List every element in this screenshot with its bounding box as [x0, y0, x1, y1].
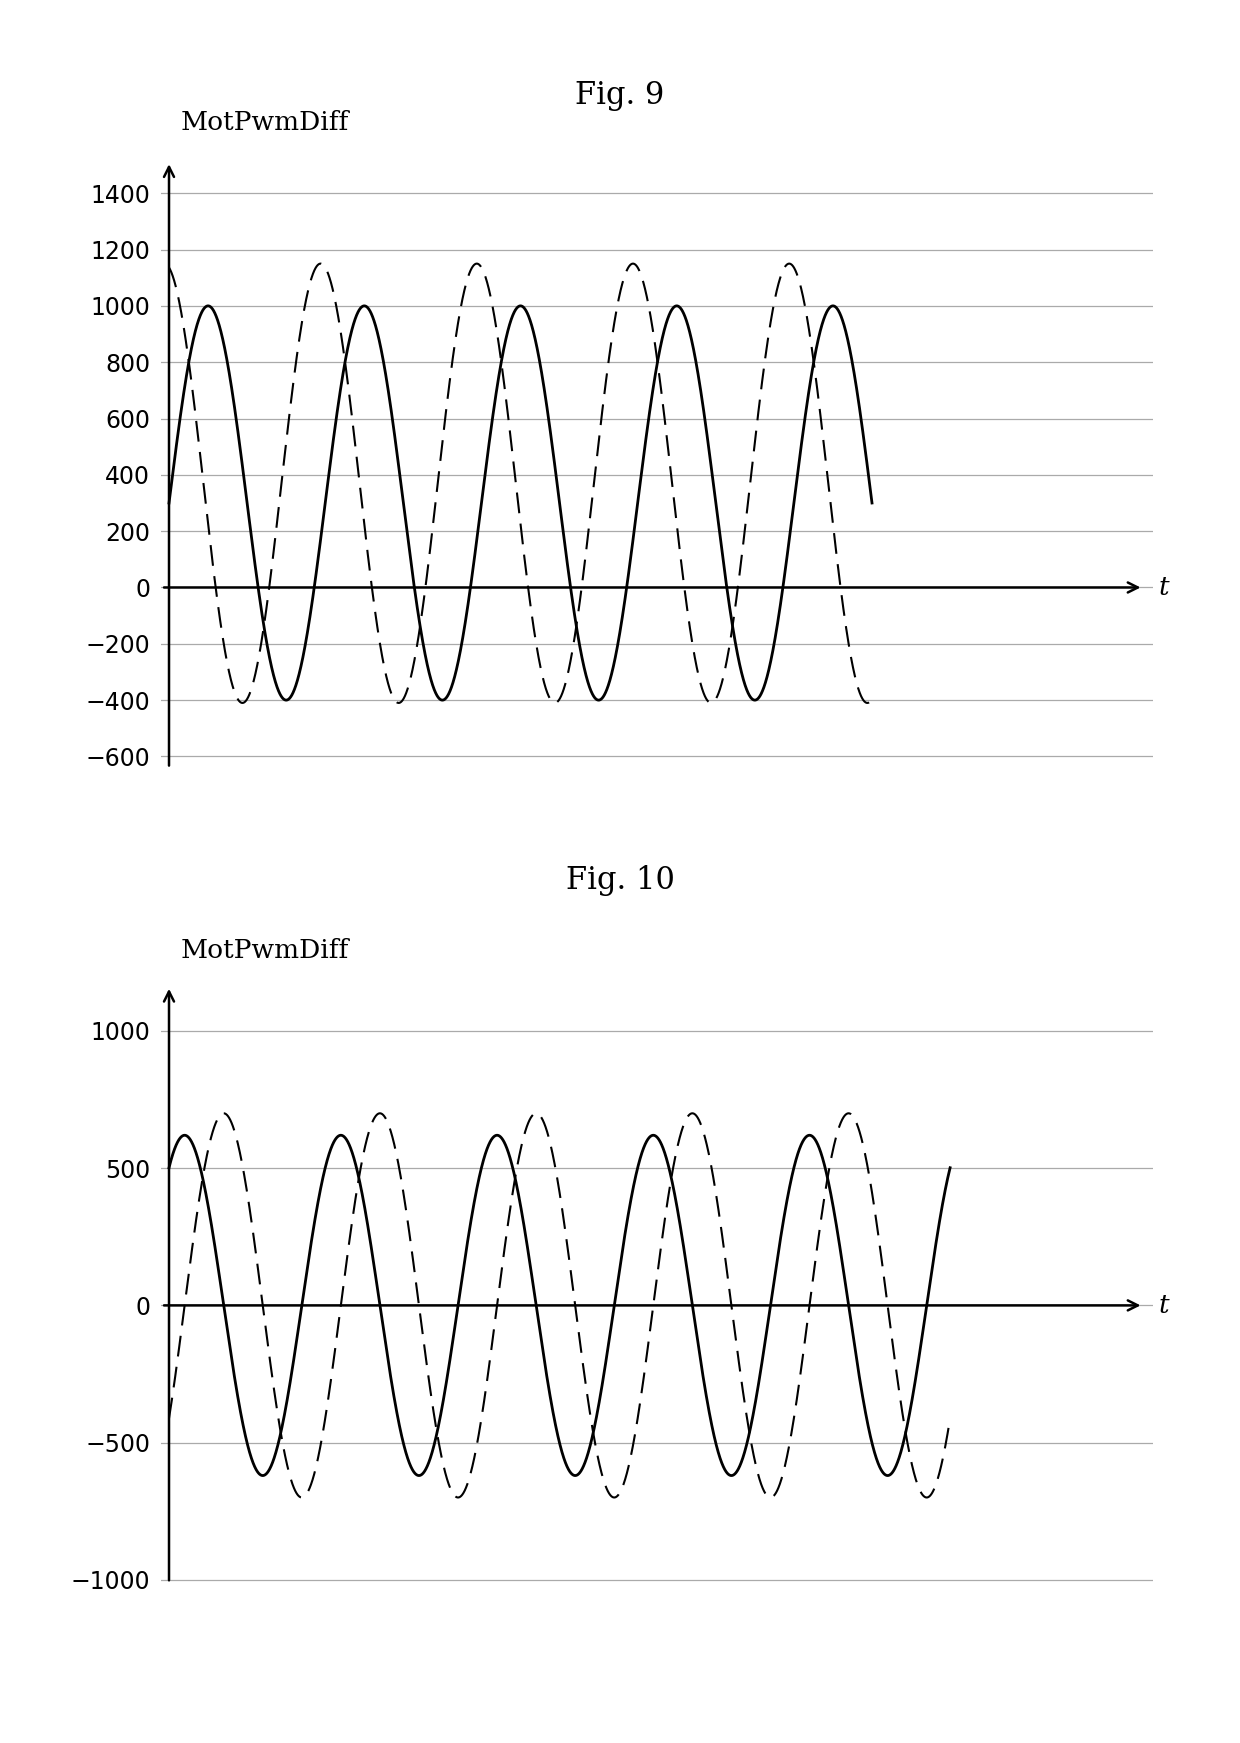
Text: MotPwmDiff: MotPwmDiff: [181, 110, 350, 136]
Text: Fig. 9: Fig. 9: [575, 80, 665, 112]
Text: t: t: [1158, 1293, 1169, 1318]
Text: t: t: [1158, 575, 1169, 600]
Text: Fig. 10: Fig. 10: [565, 865, 675, 896]
Text: MotPwmDiff: MotPwmDiff: [181, 938, 350, 964]
